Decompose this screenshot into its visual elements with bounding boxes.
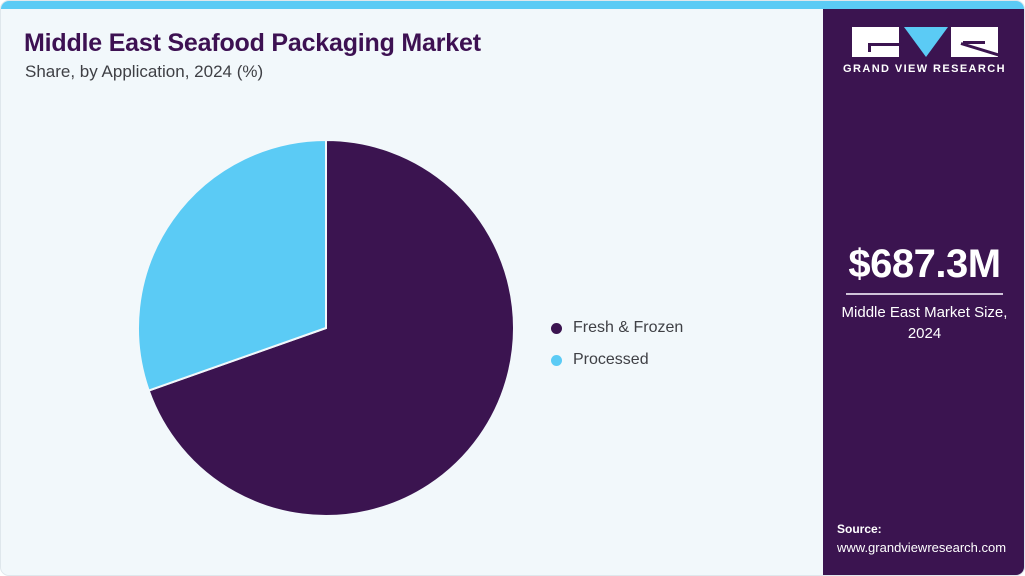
logo-g-bar xyxy=(867,43,899,46)
legend-label-fresh-frozen: Fresh & Frozen xyxy=(573,319,684,336)
legend-swatch-fresh-frozen xyxy=(551,322,562,334)
pie-chart-svg xyxy=(137,139,515,517)
legend-item-processed[interactable]: Processed xyxy=(551,344,771,376)
legend-swatch-processed xyxy=(551,354,562,366)
brand-sidebar: GRAND VIEW RESEARCH $687.3M Middle East … xyxy=(823,9,1024,575)
legend-label-processed: Processed xyxy=(573,351,649,368)
source-url[interactable]: www.grandviewresearch.com xyxy=(837,539,1007,555)
pie-slice[interactable] xyxy=(147,139,515,517)
brand-logo: GRAND VIEW RESEARCH xyxy=(823,27,1024,75)
logo-r-icon xyxy=(950,27,1000,57)
top-accent-bar xyxy=(1,1,1024,9)
market-size-callout: $687.3M Middle East Market Size, 2024 xyxy=(823,242,1024,344)
source-block: Source: www.grandviewresearch.com xyxy=(837,521,1024,557)
logo-g-stub xyxy=(867,43,871,52)
market-size-value: $687.3M xyxy=(848,242,1001,286)
legend-item-fresh-frozen[interactable]: Fresh & Frozen xyxy=(551,312,771,344)
logo-v-triangle-icon xyxy=(903,27,948,57)
logo-g-icon xyxy=(851,27,899,57)
logo-r-diagonal xyxy=(960,42,1000,57)
chart-legend: Fresh & Frozen Processed xyxy=(551,312,771,376)
page-subtitle: Share, by Application, 2024 (%) xyxy=(25,62,264,81)
source-label: Source: xyxy=(837,522,882,537)
market-size-caption: Middle East Market Size, 2024 xyxy=(841,304,1008,342)
pie-slice[interactable] xyxy=(137,139,327,392)
logo-marks xyxy=(851,27,1000,57)
pie-chart xyxy=(137,139,515,517)
callout-divider xyxy=(846,293,1003,295)
chart-panel: Middle East Seafood Packaging Market Sha… xyxy=(1,9,823,575)
logo-r-bar xyxy=(962,41,985,44)
page-title: Middle East Seafood Packaging Market xyxy=(24,29,481,57)
logo-wordmark: GRAND VIEW RESEARCH xyxy=(843,63,1006,75)
